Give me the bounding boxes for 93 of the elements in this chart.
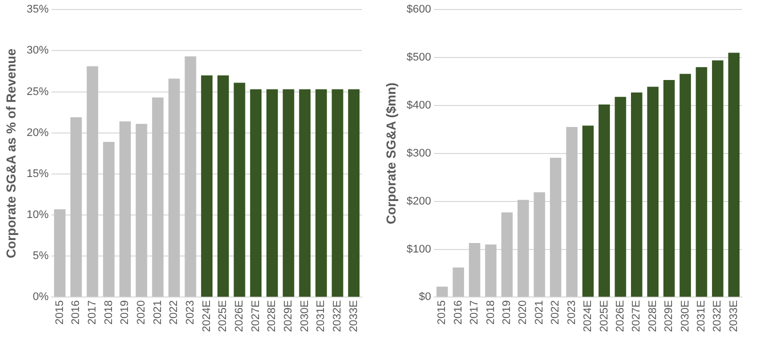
bar — [436, 286, 448, 297]
bar — [630, 92, 642, 297]
x-tick-label: 2024E — [582, 300, 594, 332]
bar — [217, 75, 229, 297]
y-tick-label: 35% — [26, 4, 49, 16]
x-tick-label: 2033E — [728, 300, 740, 332]
x-tick-label: 2022 — [550, 300, 562, 325]
bar — [452, 267, 464, 297]
x-tick-label: 2017 — [86, 300, 98, 325]
x-tick-label: 2028E — [266, 300, 278, 332]
x-tick-label: 2024E — [200, 300, 213, 332]
y-tick-label: 20% — [26, 126, 49, 139]
x-tick-label: 2030E — [679, 300, 692, 332]
bar — [728, 52, 740, 297]
x-tick-label: 2022 — [168, 300, 180, 325]
bar — [168, 78, 180, 297]
x-tick-label: 2023 — [184, 300, 197, 325]
y-tick-label: 15% — [26, 168, 49, 180]
y-tick-label: 5% — [32, 250, 49, 262]
x-tick-label: 2032E — [712, 300, 724, 332]
bar — [468, 243, 480, 297]
bar — [266, 89, 278, 297]
x-tick-label: 2033E — [348, 300, 360, 332]
y-tick-label: $300 — [406, 147, 432, 160]
x-tick-label: 2025E — [598, 300, 610, 332]
x-tick-label: 2031E — [696, 300, 708, 332]
x-tick-label: 2019 — [501, 300, 514, 325]
bar — [201, 75, 213, 297]
bar — [518, 200, 529, 297]
bar — [299, 89, 311, 297]
bar — [550, 158, 562, 297]
bar — [663, 80, 675, 297]
x-tick-label: 2031E — [315, 300, 328, 332]
bar — [501, 212, 513, 297]
y-axis-title: Corporate SG&A as % of Revenue — [3, 48, 18, 258]
bar — [485, 244, 496, 297]
bar — [103, 142, 115, 297]
bar — [86, 66, 98, 297]
bar — [250, 89, 262, 297]
y-tick-label: $400 — [406, 99, 432, 112]
x-tick-label: 2020 — [135, 300, 148, 325]
y-tick-label: $100 — [406, 243, 432, 256]
x-tick-label: 2023 — [566, 300, 578, 325]
bar — [136, 124, 148, 297]
x-tick-label: 2027E — [250, 300, 262, 332]
y-tick-label: $0 — [418, 291, 432, 304]
x-tick-label: 2015 — [54, 300, 66, 325]
x-tick-label: 2025E — [217, 300, 230, 332]
bar — [54, 209, 66, 297]
y-tick-label: 25% — [26, 86, 49, 98]
x-tick-label: 2026E — [234, 300, 246, 332]
bar — [696, 67, 708, 297]
bar — [332, 89, 344, 297]
bar — [348, 89, 360, 297]
x-tick-label: 2018 — [102, 300, 115, 325]
bar — [234, 82, 246, 297]
x-tick-label: 2018 — [484, 300, 497, 325]
y-tick-label: 0% — [32, 291, 49, 304]
bar — [534, 192, 546, 297]
bar — [647, 86, 659, 297]
bar — [315, 89, 327, 297]
x-tick-label: 2020 — [517, 300, 530, 325]
x-tick-label: 2032E — [332, 300, 344, 332]
y-tick-label: $600 — [406, 4, 432, 16]
x-tick-label: 2021 — [533, 300, 546, 325]
x-tick-label: 2030E — [298, 300, 311, 332]
bar — [119, 121, 131, 297]
bar — [282, 89, 294, 297]
y-tick-label: $500 — [406, 52, 432, 64]
y-tick-label: 30% — [26, 44, 49, 57]
bar — [184, 56, 196, 297]
bar — [566, 127, 578, 297]
x-tick-label: 2019 — [119, 300, 132, 325]
y-axis-title: Corporate SG&A ($mn) — [383, 82, 398, 224]
bar — [614, 96, 626, 297]
x-tick-label: 2027E — [630, 300, 643, 332]
y-tick-label: $200 — [406, 195, 432, 208]
x-tick-label: 2029E — [663, 300, 676, 332]
x-tick-label: 2016 — [452, 300, 464, 325]
bar — [598, 104, 610, 297]
x-tick-label: 2021 — [152, 300, 164, 325]
bar — [712, 60, 724, 297]
x-tick-label: 2026E — [614, 300, 626, 332]
x-tick-label: 2015 — [436, 300, 448, 325]
y-tick-label: 10% — [26, 209, 49, 222]
bar — [582, 126, 594, 297]
x-tick-label: 2028E — [646, 300, 659, 332]
x-tick-label: 2029E — [282, 300, 295, 332]
bar — [152, 98, 164, 297]
bar — [70, 117, 82, 297]
x-tick-label: 2016 — [70, 300, 82, 325]
x-tick-label: 2017 — [468, 300, 481, 325]
bar — [680, 74, 691, 297]
